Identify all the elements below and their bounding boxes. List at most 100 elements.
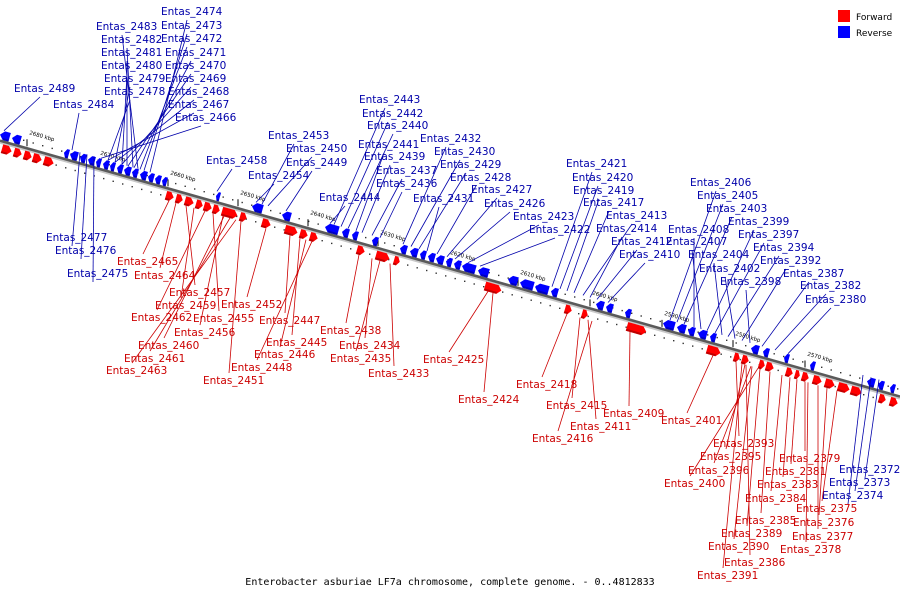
reverse-gene-arrow [132,168,140,179]
forward-gene-arrow [764,361,774,372]
gene-body [0,131,11,142]
gene-label: Entas_2404 [688,249,750,261]
reverse-gene-arrow [155,175,163,185]
gene-label: Entas_2428 [450,172,511,184]
reverse-gene-arrow [710,332,718,343]
gene-label: Entas_2391 [697,570,758,582]
gene-leader-line [284,235,291,314]
gene-shade [429,259,435,263]
gene-shade [455,266,461,270]
axis-dot [564,293,566,295]
axis-dot [160,194,162,196]
gene-leader-line [760,371,771,514]
gene-leader-line [389,263,395,367]
gene-label: Entas_2410 [619,249,680,261]
reverse-gene-arrow [596,300,605,311]
gene-label: Entas_2449 [286,157,347,169]
gene-label: Entas_2477 [46,232,107,244]
reverse-gene-arrow [810,361,817,371]
gene-label: Entas_2482 [101,34,162,46]
forward-gene-arrow [12,147,22,158]
reverse-gene-arrow [428,252,436,263]
gene-shade [740,361,746,365]
gene-leader-line [557,320,593,432]
gene-label: Entas_2446 [254,349,316,361]
gene-shade [810,368,815,371]
gene-body [117,164,125,174]
gene-body [867,377,876,388]
gene-body [428,252,436,263]
gene-label: Entas_2407 [666,236,727,248]
reverse-gene-arrow [462,262,477,275]
gene-shade [118,171,123,174]
axis-dot [213,193,215,196]
gene-leader-line [426,206,440,252]
gene-leader-line [541,313,568,378]
gene-label: Entas_2406 [690,177,752,189]
gene-label: Entas_2426 [484,198,546,210]
gene-shade [464,269,475,275]
gene-leader-line [228,221,242,374]
gene-leader-line [805,382,809,543]
reverse-gene-arrow [12,134,22,145]
axis-dot [103,177,105,180]
axis-dot [407,264,409,266]
axis-dot [834,385,836,388]
gene-leader-line [142,200,170,255]
gene-leader-line [821,390,838,502]
gene-shade [374,257,385,263]
axis-dot [872,396,874,399]
gene-leader-line [333,107,386,225]
gene-leader-line [676,203,724,323]
reverse-gene-arrow [325,223,340,236]
axis-dot [574,296,576,298]
gene-shade [220,213,233,219]
gene-shade [141,177,147,181]
axis-dot [384,242,386,244]
gene-body [454,260,462,270]
gene-label: Entas_2455 [193,313,254,325]
axis-dot [549,304,551,307]
gene-label: Entas_2476 [55,245,117,257]
axis-dot [131,186,133,188]
axis-dot [606,321,608,323]
forward-gene-arrow [283,224,298,236]
gene-leader-line [727,255,780,337]
gene-label: Entas_2379 [779,453,840,465]
gene-shade [355,252,361,256]
axis-dot [802,361,804,363]
gene-shade [343,235,349,239]
gene-label: Entas_2380 [805,294,866,306]
gene-label: Entas_2376 [793,517,855,529]
gene-leader-line [573,210,610,293]
gene-leader-line [212,213,220,312]
gene-shade [12,154,18,158]
gene-label: Entas_2387 [783,268,844,280]
gene-shade [879,387,884,391]
axis-dot [232,199,234,201]
gene-leader-line [149,217,231,352]
axis-dot [108,164,110,166]
gene-leader-line [216,168,233,192]
gene-label: Entas_2458 [206,155,267,167]
gene-shade [81,160,86,164]
gene-label: Entas_2464 [134,270,196,282]
gene-leader-line [329,205,346,224]
axis-dot [194,188,196,190]
gene-leader-line [107,99,131,161]
gene-shade [626,315,631,319]
forward-gene-arrow [823,378,835,389]
gene-label: Entas_2398 [720,276,781,288]
axis-shadow [0,140,900,400]
axis-dot [688,328,690,331]
axis-dot [241,201,243,204]
axis-dot [270,209,272,212]
gene-label: Entas_2435 [330,353,391,365]
axis-dot [150,191,152,193]
tick-label: 2640 kbp [309,210,336,223]
gene-label: Entas_2460 [138,340,199,352]
axis-dot [521,296,523,299]
gene-leader-line [133,60,192,168]
forward-gene-arrow [238,212,247,222]
gene-label: Entas_2474 [161,6,223,18]
